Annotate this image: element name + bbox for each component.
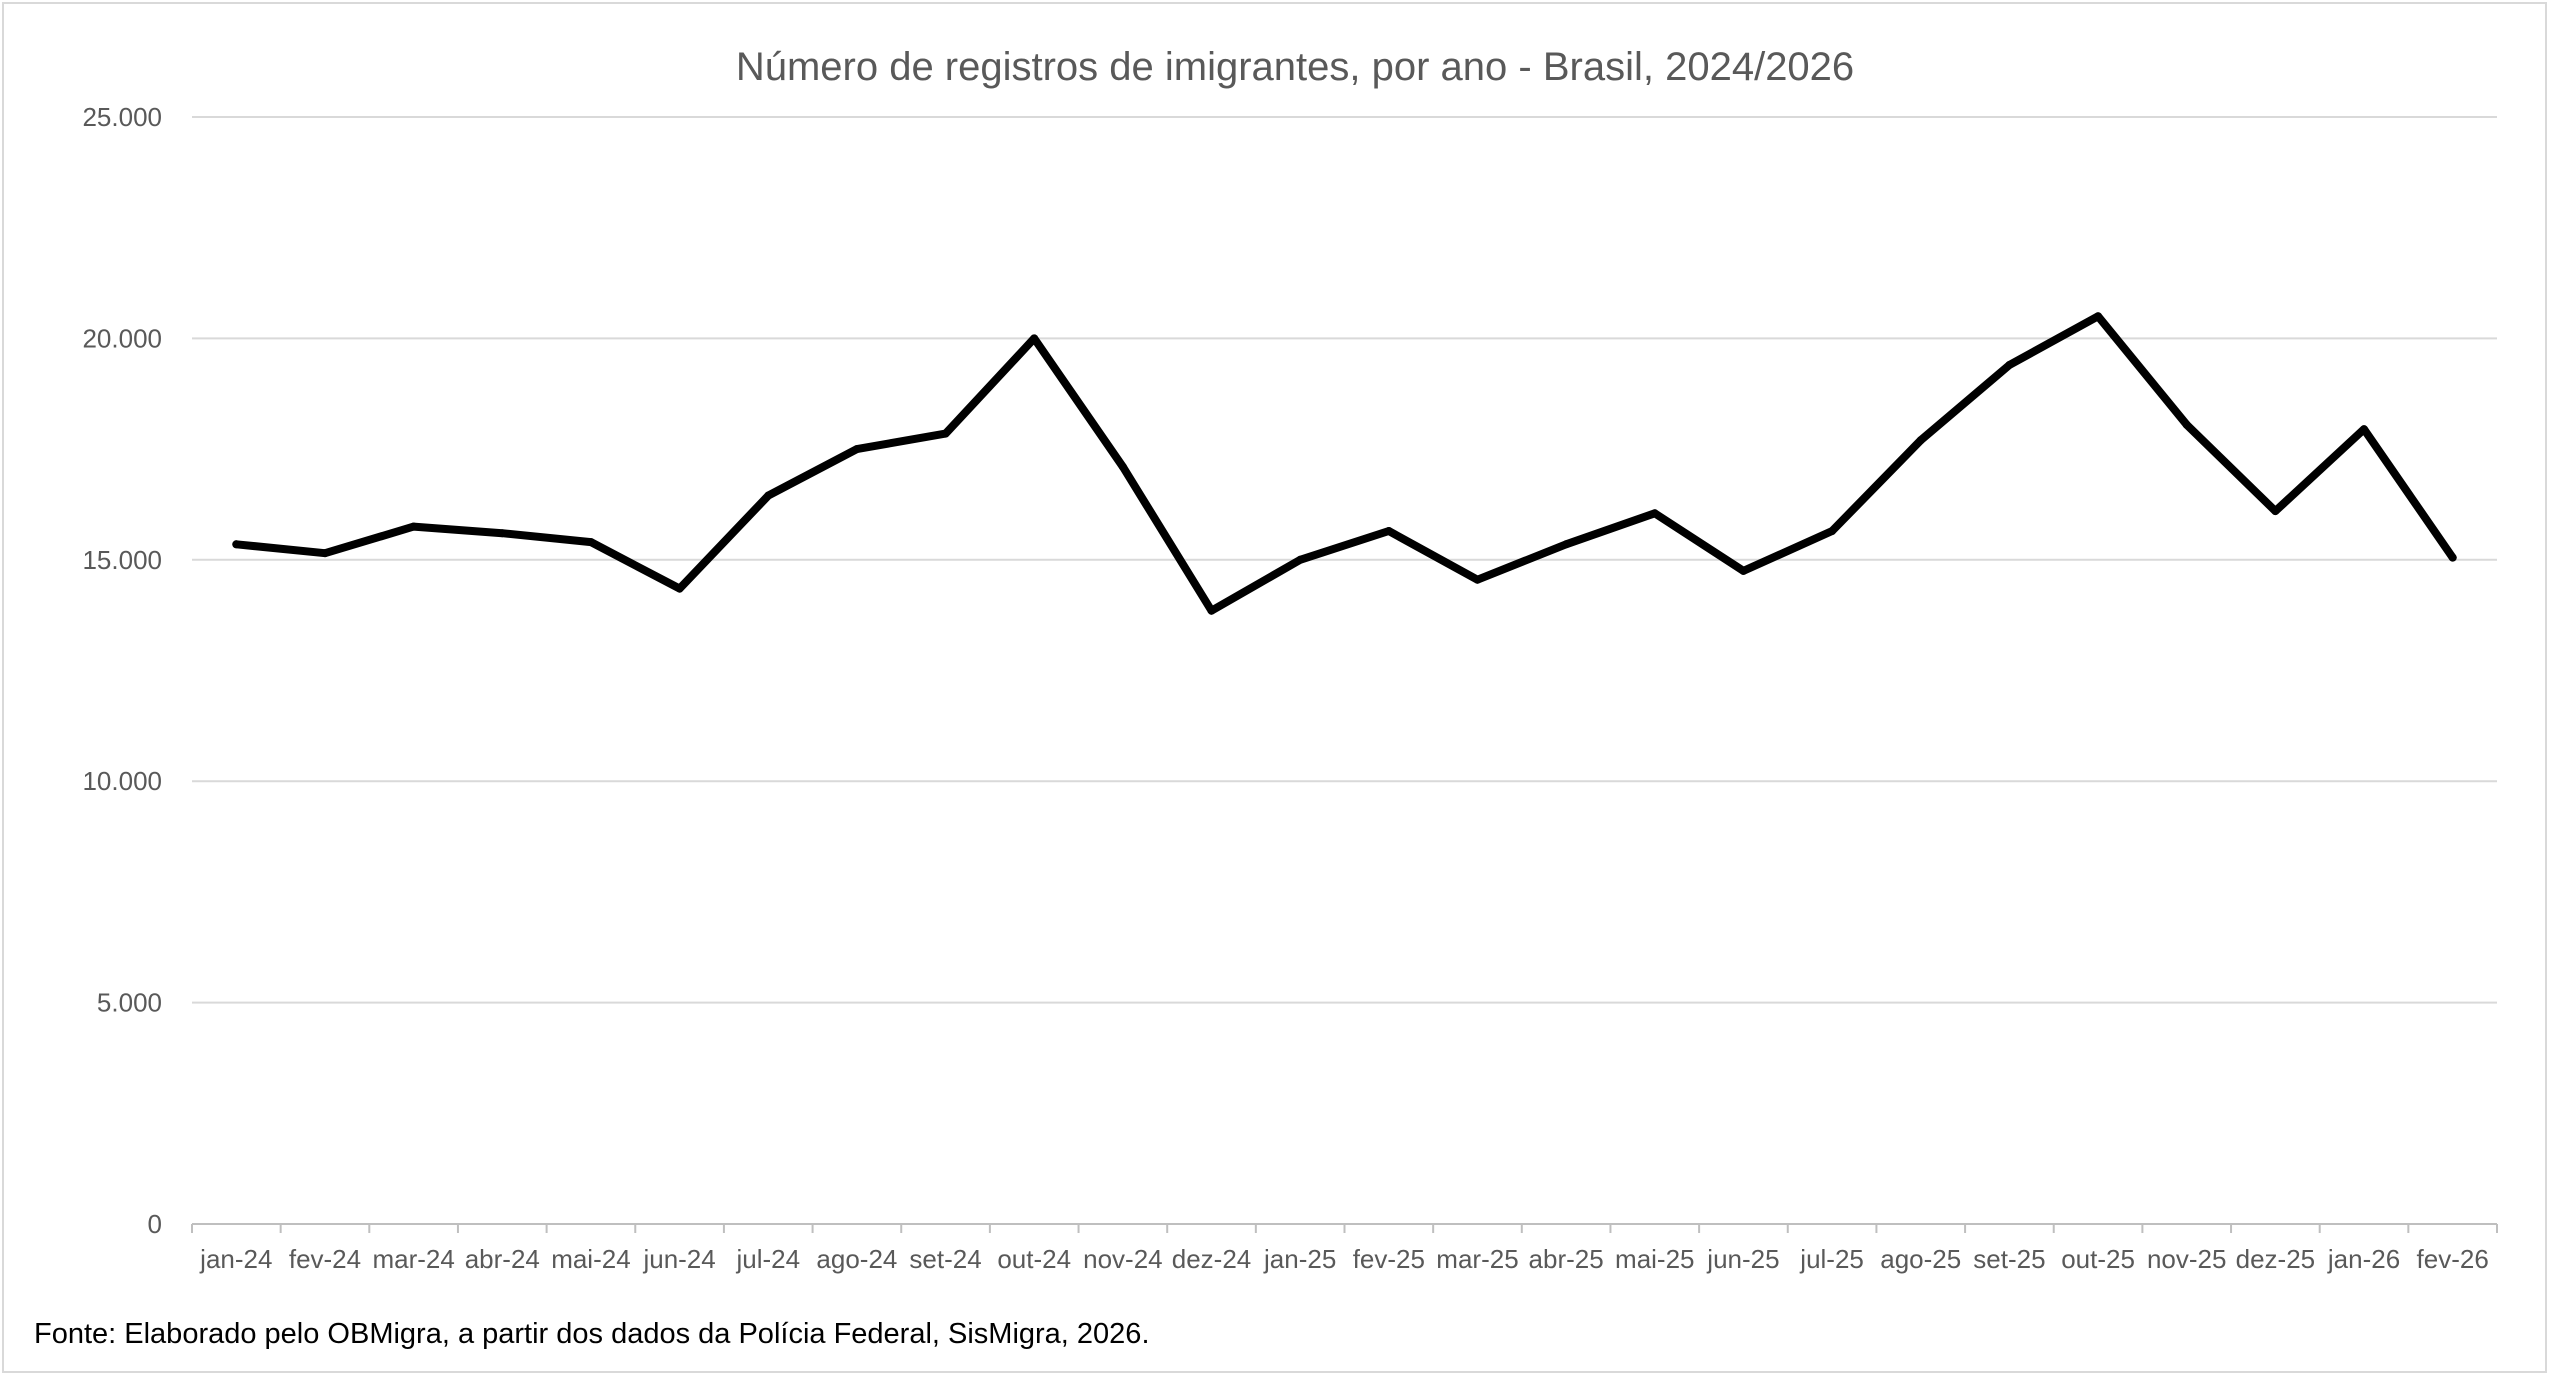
- series-line: [232, 312, 2457, 615]
- x-tick-label: mai-24: [551, 1244, 630, 1274]
- x-tick-label: out-24: [997, 1244, 1071, 1274]
- x-axis-labels: jan-24 fev-24 mar-24 abr-24 mai-24 jun-24 jul-…: [199, 1244, 2489, 1274]
- data-point: [2005, 360, 2014, 369]
- data-point: [675, 584, 684, 593]
- data-point: [1650, 509, 1659, 518]
- chart-title: Número de registros de imigrantes, por a…: [736, 45, 1854, 89]
- y-axis-labels: 0 5.000 10.000 15.000 20.000 25.000: [82, 102, 162, 1239]
- x-tick-label: mar-24: [372, 1244, 454, 1274]
- data-point: [586, 538, 595, 547]
- data-point: [1739, 566, 1748, 575]
- data-point: [2448, 553, 2457, 562]
- data-point: [1118, 462, 1127, 471]
- data-point: [941, 429, 950, 438]
- data-point: [1030, 334, 1039, 343]
- x-tick-label: fev-26: [2417, 1244, 2489, 1274]
- data-point: [1828, 527, 1837, 536]
- data-point: [320, 549, 329, 558]
- x-tick-label: jun-25: [1706, 1244, 1779, 1274]
- data-point: [764, 491, 773, 500]
- data-point: [852, 445, 861, 454]
- y-tick-label: 10.000: [82, 766, 162, 796]
- y-tick-label: 25.000: [82, 102, 162, 132]
- x-tick-label: abr-24: [465, 1244, 540, 1274]
- x-axis: [191, 1223, 2498, 1233]
- data-point: [2360, 425, 2369, 434]
- x-tick-label: jan-25: [1263, 1244, 1336, 1274]
- data-point: [1296, 555, 1305, 564]
- x-tick-label: nov-24: [1083, 1244, 1163, 1274]
- x-tick-label: jan-24: [199, 1244, 272, 1274]
- data-point: [498, 529, 507, 538]
- data-point: [1562, 540, 1571, 549]
- x-tick-label: fev-25: [1353, 1244, 1425, 1274]
- source-note: Fonte: Elaborado pelo OBMigra, a partir …: [34, 1318, 1150, 1350]
- y-tick-label: 0: [148, 1209, 162, 1239]
- x-tick-label: abr-25: [1529, 1244, 1604, 1274]
- x-tick-label: ago-25: [1880, 1244, 1961, 1274]
- x-tick-label: jul-24: [735, 1244, 800, 1274]
- y-tick-label: 15.000: [82, 545, 162, 575]
- x-tick-label: out-25: [2061, 1244, 2135, 1274]
- data-point: [1207, 606, 1216, 615]
- data-point: [2182, 420, 2191, 429]
- y-tick-label: 5.000: [97, 988, 162, 1018]
- x-tick-label: nov-25: [2147, 1244, 2227, 1274]
- data-point: [232, 540, 241, 549]
- gridlines: [192, 116, 2497, 1004]
- x-tick-label: mar-25: [1436, 1244, 1518, 1274]
- x-tick-label: ago-24: [816, 1244, 897, 1274]
- x-tick-label: fev-24: [289, 1244, 361, 1274]
- x-tick-label: mai-25: [1615, 1244, 1694, 1274]
- x-tick-label: jul-25: [1799, 1244, 1864, 1274]
- x-tick-label: jun-24: [642, 1244, 715, 1274]
- data-point: [409, 522, 418, 531]
- x-tick-label: set-24: [909, 1244, 981, 1274]
- x-tick-label: set-25: [1973, 1244, 2045, 1274]
- y-tick-label: 20.000: [82, 323, 162, 353]
- data-point: [1916, 436, 1925, 445]
- x-tick-label: dez-25: [2236, 1244, 2316, 1274]
- x-tick-label: dez-24: [1172, 1244, 1252, 1274]
- data-point: [2271, 507, 2280, 516]
- series-layer: [232, 312, 2457, 615]
- data-point: [1473, 575, 1482, 584]
- data-point: [2094, 312, 2103, 321]
- x-tick-label: jan-26: [2327, 1244, 2400, 1274]
- data-point: [1384, 527, 1393, 536]
